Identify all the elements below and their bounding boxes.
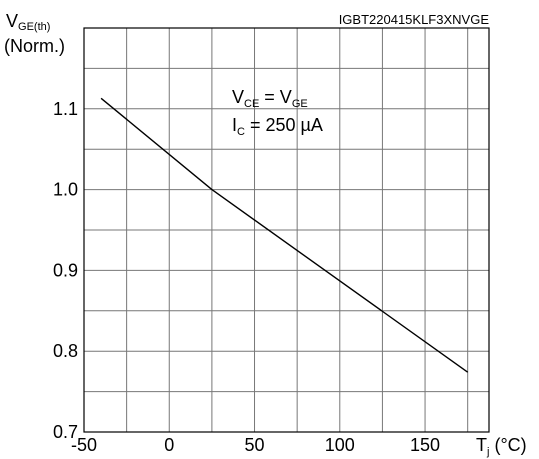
series-line: [100, 97, 469, 373]
annotation-vce-sub: CE: [244, 98, 259, 110]
y-tick-label: 1.1: [53, 99, 78, 119]
x-axis-label-sub: j: [486, 446, 489, 458]
y-axis-label-line2: (Norm.): [4, 36, 65, 56]
annotation-vge-sub: GE: [292, 98, 308, 110]
x-tick-label: 100: [325, 435, 355, 455]
annotation-ic-value: = 250 µA: [245, 115, 323, 135]
y-tick-label: 1.0: [53, 180, 78, 200]
y-tick-labels: 0.7 0.8 0.9 1.0 1.1: [53, 99, 78, 442]
annotation-ic: I: [232, 115, 237, 135]
y-axis-label-sub: GE(th): [18, 21, 50, 33]
grid: [84, 28, 489, 432]
y-axis-label: VGE(th): [6, 11, 50, 33]
x-axis-label: Tj (°C): [476, 435, 527, 458]
annotation-line2: IC = 250 µA: [232, 115, 323, 138]
annotation: VCE = VGE IC = 250 µA: [232, 87, 323, 138]
plot-frame: [83, 27, 490, 433]
series-layer: [100, 97, 469, 373]
annotation-vce: V: [232, 87, 244, 107]
x-axis-label-main: T: [476, 435, 487, 455]
y-tick-label: 0.9: [53, 260, 78, 280]
x-axis-label-unit: (°C): [489, 435, 526, 455]
annotation-ic-sub: C: [237, 126, 245, 138]
y-axis-label-main: V: [6, 11, 18, 31]
x-tick-labels: -50 0 50 100 150: [71, 435, 440, 455]
y-tick-label: 0.7: [53, 422, 78, 442]
annotation-line1: VCE = VGE: [232, 87, 308, 110]
y-tick-label: 0.8: [53, 341, 78, 361]
part-number: IGBT220415KLF3XNVGE: [339, 12, 490, 27]
x-tick-label: 150: [410, 435, 440, 455]
x-tick-label: 0: [164, 435, 174, 455]
x-tick-label: 50: [245, 435, 265, 455]
x-tick-label: -50: [71, 435, 97, 455]
annotation-eq-vge: = V: [259, 87, 292, 107]
